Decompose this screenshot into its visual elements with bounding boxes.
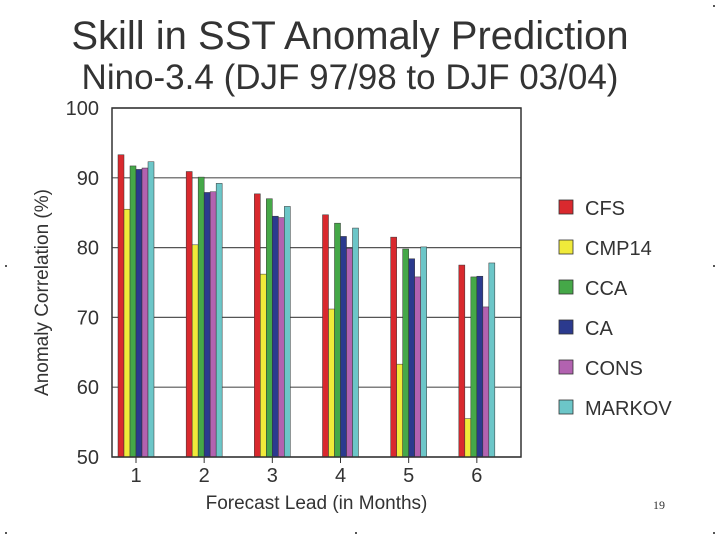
bar-cca-lead-6 <box>470 276 478 458</box>
legend-label-markov: MARKOV <box>585 398 672 420</box>
corner-dot <box>5 265 7 267</box>
y-tick-label: 80 <box>77 238 99 260</box>
x-tick-label: 4 <box>335 465 346 487</box>
corner-dot <box>713 5 715 7</box>
bar-markov-lead-3 <box>284 206 291 458</box>
bar-cmp14-lead-3 <box>260 273 267 458</box>
bar-cfs-lead-4 <box>322 214 329 458</box>
bar-ca-lead-6 <box>476 275 484 458</box>
corner-dot <box>5 532 7 534</box>
legend-swatch-cfs <box>558 199 574 215</box>
legend-swatch-cmp14 <box>558 239 574 255</box>
legend-label-cons: CONS <box>585 358 643 380</box>
bar-cfs-lead-1 <box>117 154 125 458</box>
bar-cca-lead-5 <box>402 248 409 458</box>
bar-ca-lead-2 <box>203 192 211 458</box>
bar-cmp14-lead-1 <box>123 208 131 458</box>
bar-cfs-lead-3 <box>254 193 261 458</box>
bar-cca-lead-1 <box>129 165 137 458</box>
legend-swatch-markov <box>558 399 574 415</box>
bar-cons-lead-4 <box>346 248 353 458</box>
y-axis-title: Anomaly Correlation (%) <box>32 189 53 396</box>
bar-cca-lead-3 <box>266 198 273 458</box>
page-number: 19 <box>653 498 665 512</box>
bar-cons-lead-5 <box>414 276 421 458</box>
x-tick-label: 1 <box>130 465 141 487</box>
bar-ca-lead-3 <box>272 215 279 458</box>
x-tick-label: 3 <box>267 465 278 487</box>
bar-ca-lead-4 <box>340 236 347 458</box>
bar-cca-lead-4 <box>334 222 341 458</box>
legend-label-cca: CCA <box>585 278 628 300</box>
bar-cfs-lead-2 <box>185 171 193 458</box>
bar-cmp14-lead-4 <box>328 308 335 458</box>
bar-cfs-lead-5 <box>390 236 397 458</box>
corner-dot <box>355 532 357 534</box>
x-tick-label: 2 <box>199 465 210 487</box>
bar-cmp14-lead-6 <box>464 418 472 458</box>
x-tick-label: 5 <box>403 465 414 487</box>
chart-subtitle: Nino-3.4 (DJF 97/98 to DJF 03/04) <box>81 58 619 97</box>
legend-swatch-ca <box>558 319 574 335</box>
y-tick-label: 50 <box>77 447 99 469</box>
legend-label-cmp14: CMP14 <box>585 238 652 260</box>
x-axis-title: Forecast Lead (in Months) <box>206 493 428 514</box>
corner-dot <box>713 532 715 534</box>
legend-label-ca: CA <box>585 318 613 340</box>
y-tick-label: 70 <box>77 307 99 329</box>
bar-ca-lead-1 <box>135 169 143 458</box>
bar-markov-lead-4 <box>352 227 359 458</box>
bar-cmp14-lead-5 <box>396 363 403 458</box>
y-tick-label: 60 <box>77 377 99 399</box>
bar-cmp14-lead-2 <box>191 244 199 458</box>
legend-swatch-cca <box>558 279 574 295</box>
bar-cca-lead-2 <box>197 176 205 458</box>
x-tick-label: 6 <box>471 465 482 487</box>
bar-cons-lead-6 <box>482 306 490 458</box>
bar-cons-lead-2 <box>209 191 217 458</box>
bar-markov-lead-6 <box>488 262 496 458</box>
bar-ca-lead-5 <box>408 258 415 458</box>
bar-cons-lead-1 <box>141 167 149 458</box>
plot-area <box>112 108 521 457</box>
bar-markov-lead-5 <box>420 246 427 458</box>
bar-cons-lead-3 <box>278 217 285 458</box>
y-tick-label: 100 <box>66 98 99 120</box>
plot-frame <box>111 107 522 458</box>
y-tick-label: 90 <box>77 168 99 190</box>
legend-label-cfs: CFS <box>585 198 625 220</box>
corner-dot <box>713 265 715 267</box>
bar-markov-lead-2 <box>215 183 223 458</box>
chart-title: Skill in SST Anomaly Prediction <box>71 14 629 58</box>
bar-cfs-lead-6 <box>458 264 466 458</box>
bar-markov-lead-1 <box>147 161 155 458</box>
legend-swatch-cons <box>558 359 574 375</box>
